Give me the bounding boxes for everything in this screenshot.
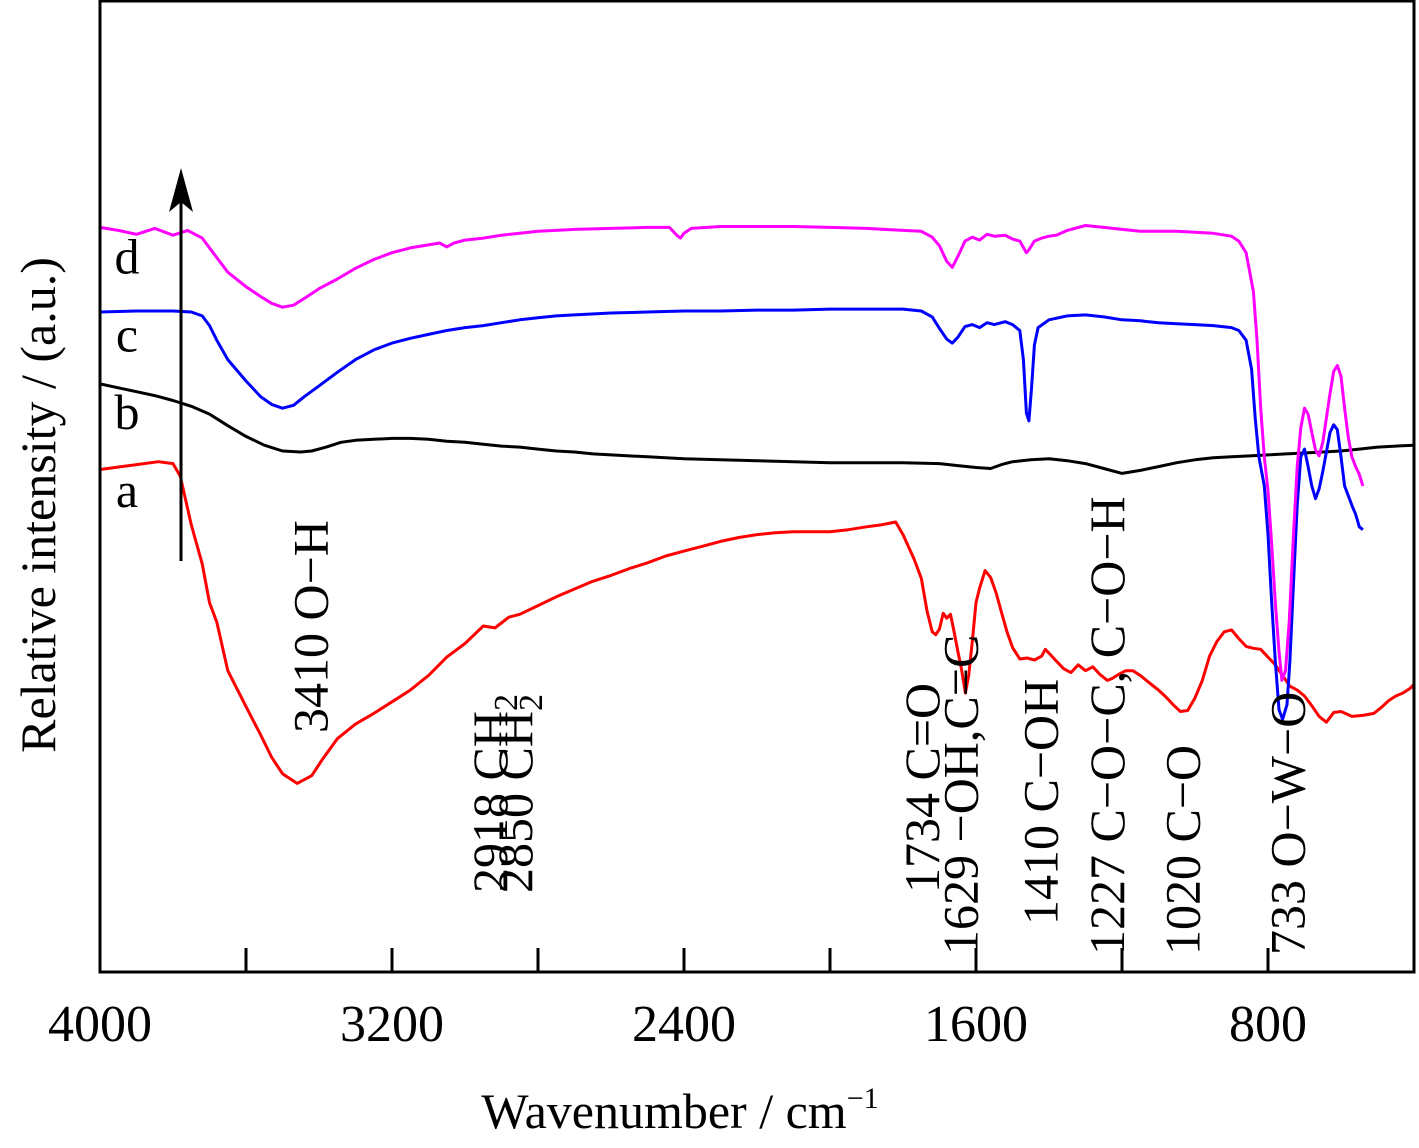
series-label-c: c [116,306,138,362]
x-tick-label: 1600 [924,996,1028,1053]
annotation-1629: 1629 −OH,C=C [932,635,988,955]
series-line-a [99,460,1416,785]
trend-arrow [169,168,193,561]
annotation-733: 733 O−W−O [1260,692,1316,955]
series-line-b [99,382,1415,475]
series-lines [99,224,1416,785]
series-label-d: d [115,229,140,285]
x-axis-title: Wavenumber / cm−1 [481,1082,878,1139]
annotation-2850: 2850 CH2 [487,694,550,893]
series-line-d [99,224,1365,682]
series-label-a: a [116,462,138,518]
plot-frame [98,0,1416,974]
x-tick-label: 3200 [340,996,444,1053]
annotation-3410: 3410 O−H [282,520,338,733]
annotation-2918: 2918 CH2 [462,694,525,893]
x-tick-labels: 4000 3200 2400 1600 800 [48,996,1307,1053]
x-tick-label: 4000 [48,996,152,1053]
series-label-b: b [115,384,140,440]
y-axis-title: Relative intensity / (a.u.) [10,257,66,753]
arrow-head-icon [169,168,193,212]
axes [98,0,1416,974]
annotation-1227: 1227 C−O−C, C−O−H [1079,496,1135,955]
x-tick-label: 800 [1229,996,1307,1053]
annotation-1020: 1020 C−O [1155,745,1211,955]
series-line-c [99,307,1364,721]
x-tick-label: 2400 [632,996,736,1053]
annotation-1734: 1734 C=O [894,683,950,893]
annotation-1410: 1410 C−OH [1012,679,1068,925]
